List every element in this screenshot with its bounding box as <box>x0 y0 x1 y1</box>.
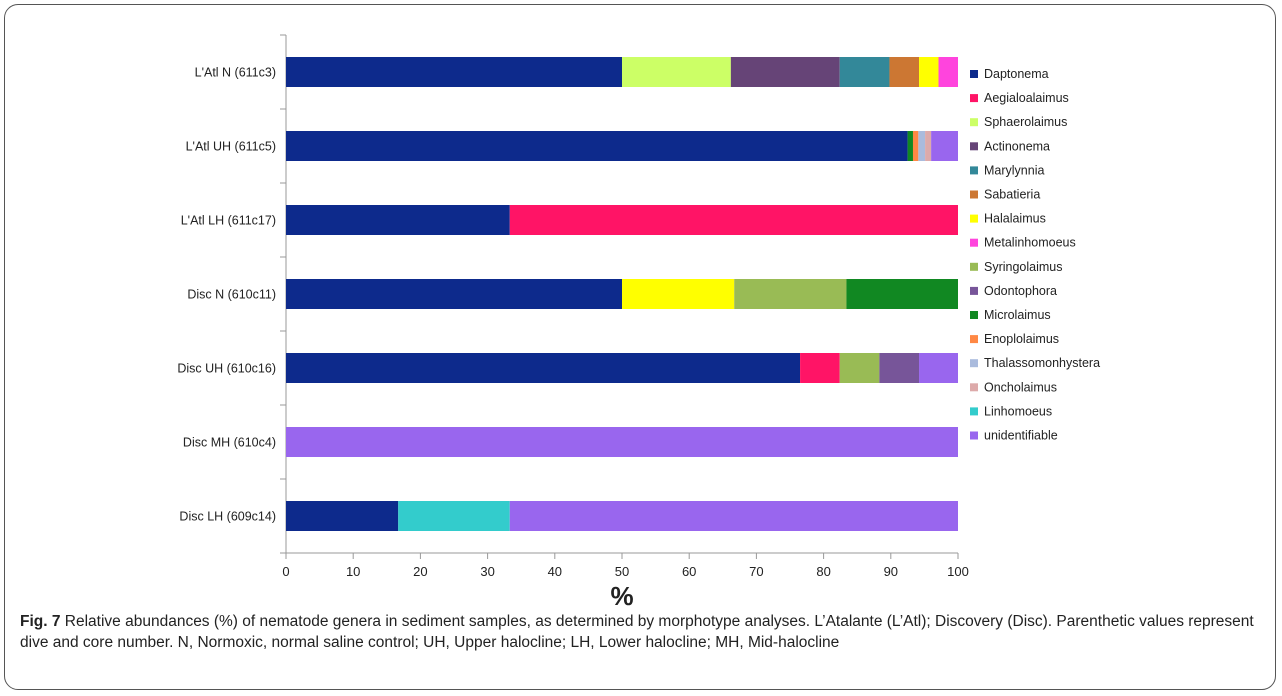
bar-segment <box>286 131 908 161</box>
bar-segment <box>509 205 958 235</box>
legend-swatch <box>970 214 978 223</box>
legend-swatch <box>970 238 978 247</box>
bar-segment <box>730 57 840 87</box>
legend-swatch <box>970 431 978 440</box>
bar-segment <box>879 353 920 383</box>
legend-swatch <box>970 335 978 344</box>
x-tick-label: 0 <box>282 564 289 579</box>
x-tick-label: 60 <box>682 564 696 579</box>
category-label: Disc UH (610c16) <box>177 362 276 376</box>
legend-label: Microlaimus <box>984 308 1051 322</box>
legend-label: Linhomoeus <box>984 404 1052 418</box>
legend-swatch <box>970 286 978 295</box>
x-tick-label: 40 <box>548 564 562 579</box>
bar-segment <box>919 353 958 383</box>
bar-segment <box>398 501 510 531</box>
bar-segment <box>286 427 958 457</box>
legend-label: Thalassomonhystera <box>984 356 1100 370</box>
bar-segment <box>846 279 958 309</box>
legend-label: Actinonema <box>984 139 1050 153</box>
legend-swatch <box>970 190 978 199</box>
category-label: Disc LH (609c14) <box>179 510 276 524</box>
x-tick-label: 10 <box>346 564 360 579</box>
bar-segment <box>912 131 919 161</box>
caption-label: Fig. 7 <box>20 613 61 630</box>
bar-segment <box>509 501 958 531</box>
bar-segment <box>286 205 510 235</box>
legend-label: Halalaimus <box>984 212 1046 226</box>
category-label: L'Atl N (611c3) <box>195 66 276 80</box>
caption-text: Relative abundances (%) of nematode gene… <box>20 613 1254 651</box>
bar-segment <box>925 131 932 161</box>
category-label: L'Atl LH (611c17) <box>181 214 276 228</box>
category-label: Disc MH (610c4) <box>183 436 276 450</box>
bar-segment <box>889 57 920 87</box>
legend-label: Sabatieria <box>984 188 1040 202</box>
legend-label: Oncholaimus <box>984 380 1057 394</box>
legend-label: Aegialoalaimus <box>984 91 1069 105</box>
legend-swatch <box>970 142 978 151</box>
legend-label: Metalinhomoeus <box>984 236 1076 250</box>
chart-legend: Daptonema Aegialoalaimus Sphaerolaimus Acti… <box>970 67 1100 443</box>
legend-label: Enoplolaimus <box>984 332 1059 346</box>
legend-label: Marylynnia <box>984 163 1044 177</box>
legend-swatch <box>970 118 978 127</box>
bar-segment <box>734 279 847 309</box>
bar-segment <box>800 353 840 383</box>
legend-label: unidentifiable <box>984 429 1058 443</box>
x-tick-label: 80 <box>816 564 830 579</box>
legend-swatch <box>970 311 978 319</box>
legend-label: Sphaerolaimus <box>984 115 1067 129</box>
legend-swatch <box>970 262 978 271</box>
legend-swatch <box>970 407 978 416</box>
bar-segment <box>286 279 622 309</box>
legend-swatch <box>970 359 978 368</box>
bar-segment <box>286 501 399 531</box>
bar-segment <box>286 353 801 383</box>
bar-segment <box>931 131 958 161</box>
bar-segment <box>286 57 622 87</box>
category-label: L'Atl UH (611c5) <box>186 140 276 154</box>
bar-segment <box>622 57 731 87</box>
legend-label: Daptonema <box>984 67 1049 81</box>
legend-swatch <box>970 94 978 103</box>
x-tick-label: 100 <box>947 564 969 579</box>
chart-axes: 0 10 20 30 40 50 60 70 80 90 100% L'Atl N (611c3) L'… <box>177 34 969 610</box>
figure-frame <box>4 4 1276 690</box>
bar-segment <box>919 57 939 87</box>
x-tick-label: 30 <box>480 564 494 579</box>
bar-segment <box>907 131 913 161</box>
bar-segment <box>839 57 890 87</box>
legend-label: Syringolaimus <box>984 260 1063 274</box>
bar-segment <box>938 57 958 87</box>
x-tick-label: 20 <box>413 564 427 579</box>
legend-swatch <box>970 166 978 175</box>
stacked-bar-chart: 0 10 20 30 40 50 60 70 80 90 100% L'Atl N (611c3) L'… <box>177 34 1100 610</box>
x-tick-label: 90 <box>884 564 898 579</box>
bar-segment <box>839 353 880 383</box>
legend-swatch <box>970 70 978 78</box>
chart-bars <box>286 57 958 531</box>
x-axis-title: % <box>610 581 633 610</box>
category-label: Disc N (610c11) <box>187 288 276 302</box>
legend-label: Odontophora <box>984 284 1057 298</box>
bar-segment <box>622 279 735 309</box>
x-tick-label: 70 <box>749 564 763 579</box>
figure-caption: Fig. 7 Relative abundances (%) of nemato… <box>20 611 1260 653</box>
x-tick-label: 50 <box>615 564 629 579</box>
bar-segment <box>918 131 926 161</box>
legend-swatch <box>970 383 978 392</box>
